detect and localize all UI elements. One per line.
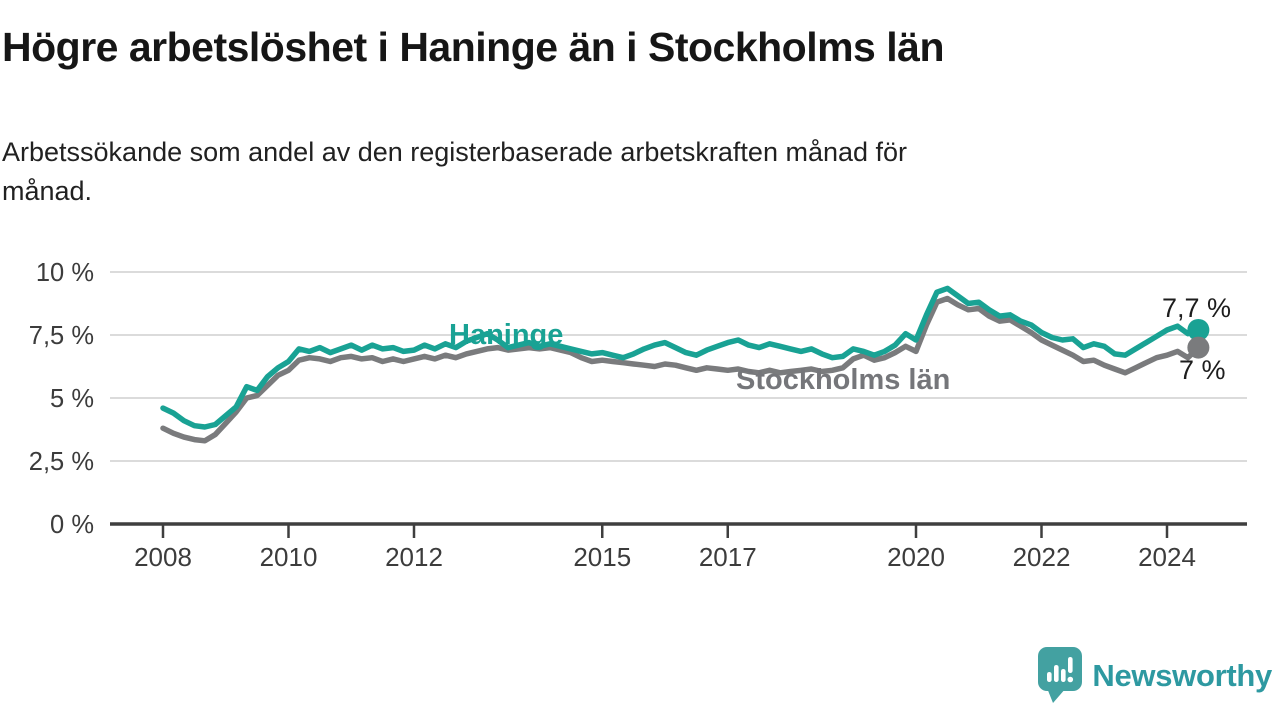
chart-subtitle: Arbetssökande som andel av den registerb…: [2, 133, 1202, 211]
x-axis-label-2008: 2008: [134, 542, 192, 572]
series-line-stockholms-l-n: [160, 295, 1202, 444]
y-axis-label-5: 5 %: [50, 385, 94, 413]
series-label-haninge: Haninge: [449, 319, 563, 351]
newsworthy-logo-icon: [1038, 647, 1083, 703]
brand-name: Newsworthy: [1092, 658, 1272, 693]
subtitle-line-1: Arbetssökande som andel av den registerb…: [2, 137, 908, 167]
x-axis-label-2010: 2010: [260, 542, 318, 572]
x-axis-label-2022: 2022: [1013, 542, 1071, 572]
x-axis-label-2015: 2015: [573, 542, 631, 572]
chart-title: Högre arbetslöshet i Haninge än i Stockh…: [2, 24, 944, 70]
y-axis-label-2.5: 2,5 %: [29, 448, 94, 476]
end-dot-haninge: [1187, 318, 1210, 341]
y-axis-label-7.5: 7,5 %: [29, 322, 94, 350]
x-axis-label-2012: 2012: [385, 542, 443, 572]
subtitle-line-2: månad.: [2, 176, 93, 206]
end-value-label-haninge: 7,7 %: [1162, 293, 1231, 323]
end-dot-stockholms-lan: [1187, 336, 1210, 359]
series-label-stockholms-lan: Stockholms län: [736, 364, 950, 396]
x-axis-label-2017: 2017: [699, 542, 757, 572]
x-axis-label-2020: 2020: [887, 542, 945, 572]
series-line-haninge: [160, 285, 1202, 430]
brand-footer: Newsworthy: [1037, 646, 1272, 706]
end-value-label-stockholms-lan: 7 %: [1179, 355, 1226, 385]
y-axis-label-10: 10 %: [36, 259, 94, 287]
y-axis-label-0: 0 %: [50, 511, 94, 539]
x-axis-label-2024: 2024: [1138, 542, 1196, 572]
